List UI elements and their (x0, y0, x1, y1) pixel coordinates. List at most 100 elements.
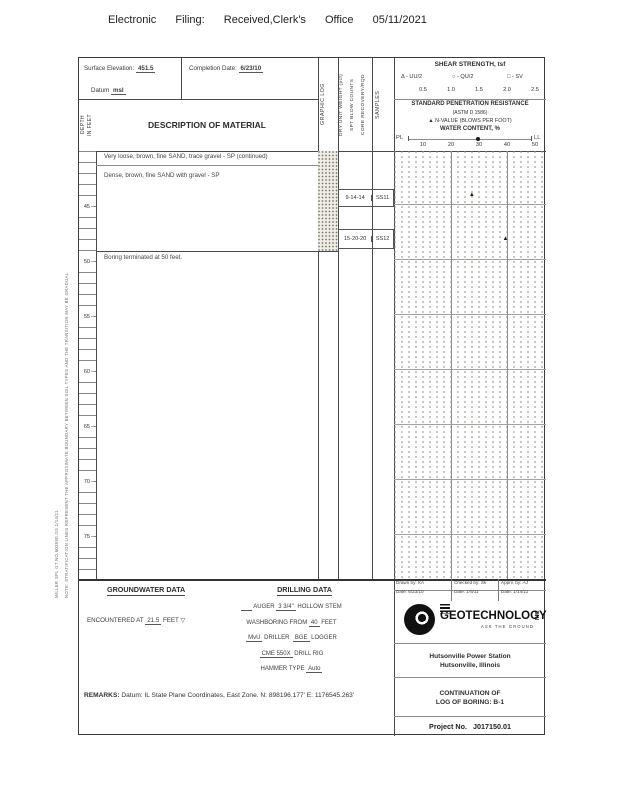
drawn-by-cell: Drawn by: KA Date: 6/23/10 (394, 579, 452, 601)
dry-unit-weight-header: DRY UNIT WEIGHT (pcf) (339, 73, 344, 136)
geotechnology-g-icon (404, 604, 450, 635)
drilling-data-title: DRILLING DATA (247, 585, 362, 596)
approved-date-label: Date: (501, 589, 512, 594)
drawn-by-label: Drawn by: (396, 580, 417, 585)
checked-date-label: Date: (454, 589, 465, 594)
company-name: GEOTECHNOLOGY (440, 610, 547, 622)
drawn-date-value: 6/23/10 (408, 589, 424, 594)
drilling-text: LOGGER (309, 635, 337, 641)
drilling-value: Auto (306, 666, 323, 673)
stratum-description: Very loose, brown, fine SAND, trace grav… (104, 153, 268, 160)
penetration-plot: ▲ ▲ (394, 151, 546, 579)
gridline-20 (451, 151, 452, 579)
divider (79, 151, 546, 152)
site-name-block: Hutsonville Power Station Hutsonville, I… (394, 644, 546, 678)
company-name-suffix: INC (535, 610, 541, 620)
stratum-description: Dense, brown, fine SAND with gravel - SP (104, 172, 220, 179)
graphic-log-sand-pattern (318, 151, 338, 251)
company-logo-block: GEOTECHNOLOGY INC ASK THE GROUND (394, 601, 547, 644)
axis-tick-label: 10 (419, 142, 427, 148)
company-tagline: ASK THE GROUND (480, 624, 534, 629)
depth-label: 75 (79, 534, 94, 540)
spr-title: STANDARD PENETRATION RESISTANCE (411, 101, 529, 107)
drilling-data-line: WASHBORING FROM 40 FEET (194, 619, 389, 636)
legend-uu-label: - UU/2 (406, 74, 423, 80)
divider (394, 677, 546, 678)
depth-column-header: DEPTH IN FEET (80, 101, 95, 149)
nvalue-legend: ▲ N-VALUE (BLOWS PER FOOT) (394, 118, 546, 124)
section-divider (79, 579, 546, 581)
project-number-block: Project No. J017150.01 (394, 717, 546, 736)
depth-header-line1: DEPTH (80, 115, 86, 135)
drilling-data-line: AUGER 3 3/4" HOLLOW STEM (194, 604, 389, 620)
continuation-block: CONTINUATION OF LOG OF BORING: B-1 (394, 678, 546, 717)
water-content-title: WATER CONTENT, % (440, 126, 500, 132)
checked-by-value: Sk (480, 580, 487, 585)
drilling-data-title-text: DRILLING DATA (277, 585, 332, 596)
signoff-block: Drawn by: KA Date: 6/23/10 Checked by: S… (394, 579, 546, 601)
drilling-value (241, 604, 252, 611)
site-name-line1: Hutsonville Power Station (429, 653, 511, 660)
water-table-icon: ▽ (180, 618, 186, 624)
pl-ll-line (408, 139, 532, 140)
checked-by-cell: Checked by: Sk Date: 1/5/11 (452, 579, 499, 601)
description-column-header: DESCRIPTION OF MATERIAL (148, 120, 266, 130)
stratum-boundary-line (96, 165, 318, 166)
divider (96, 151, 97, 579)
shear-scale-ticks: 0.5 1.0 1.5 2.0 2.5 (394, 87, 546, 95)
logo-stripes-icon (440, 604, 450, 614)
divider (338, 58, 339, 579)
approved-by-label: Apprv. by: (501, 580, 522, 585)
efiling-header: Electronic Filing: Received,Clerk's Offi… (108, 14, 427, 26)
samples-column-header: SAMPLES (375, 90, 381, 119)
divider (394, 99, 546, 100)
blow-counts: 15-20-20 (343, 236, 367, 242)
approved-by-value: AJ (522, 580, 528, 585)
encountered-unit: FEET (163, 617, 179, 624)
nvalue-point-icon: ▲ (468, 191, 475, 198)
core-recovery-header: CORE RECOVERY/RQD (361, 74, 366, 135)
depth-label: 55 (79, 314, 94, 320)
encountered-label: ENCOUNTERED AT (87, 617, 144, 624)
remarks-text: Datum: IL State Plane Coordinates, East … (121, 692, 355, 699)
sample-row: 9-14-14 SS11 (338, 189, 394, 207)
surface-elevation: Surface Elevation: 451.5 (84, 65, 156, 73)
qu-circle-icon: ○ (452, 74, 456, 80)
ll-endbar (531, 136, 532, 141)
depth-label: 50 (79, 259, 94, 265)
drilling-text: FEET (319, 619, 337, 626)
remarks-label: REMARKS: (84, 692, 120, 699)
astm-subtitle: (ASTM D 1586) (452, 110, 488, 116)
sv-square-icon: □ (507, 74, 511, 80)
completion-date-label: Completion Date: (189, 65, 237, 72)
drilling-data-line: CME 550X DRILL RIG (194, 650, 389, 667)
depth-label: 65 (79, 424, 94, 430)
datum: Datum msl (91, 87, 126, 95)
completion-date: Completion Date: 6/23/10 (189, 65, 264, 73)
approved-date-value: 1/14/11 (513, 589, 529, 594)
shear-scale-tick: 1.0 (447, 87, 455, 93)
divider (394, 590, 546, 591)
groundwater-encountered: ENCOUNTERED AT 21.5 FEET ▽ (87, 617, 186, 625)
shear-scale-tick: 2.5 (531, 87, 539, 93)
continuation-line2: LOG OF BORING: B-1 (435, 699, 505, 706)
drilling-value: 40 (308, 619, 320, 627)
shear-scale-tick: 2.0 (503, 87, 511, 93)
legend-uu: Δ - UU/2 (401, 74, 422, 80)
divider (181, 58, 182, 99)
drilling-data-lines: AUGER 3 3/4" HOLLOW STEM WASHBORING FROM … (194, 604, 389, 682)
uu-triangle-icon: Δ (401, 74, 405, 80)
datum-label: Datum (91, 87, 110, 94)
datum-value: msl (110, 87, 126, 95)
encountered-depth-value: 21.5 (145, 617, 162, 625)
groundwater-drilling-section: GROUNDWATER DATA DRILLING DATA ENCOUNTER… (79, 579, 394, 736)
legend-qu: ○ - QU/2 (452, 74, 473, 80)
sample-id: SS11 (371, 195, 393, 201)
drawn-by-value: KA (417, 580, 425, 585)
depth-label: 70 (79, 479, 94, 485)
nvalue-legend-label: N-VALUE (BLOWS PER FOOT) (435, 118, 512, 124)
graphic-log-column-header: GRAPHIC LOG (320, 83, 326, 126)
completion-date-value: 6/23/10 (238, 65, 264, 73)
drilling-text: HOLLOW STEM (295, 604, 342, 610)
